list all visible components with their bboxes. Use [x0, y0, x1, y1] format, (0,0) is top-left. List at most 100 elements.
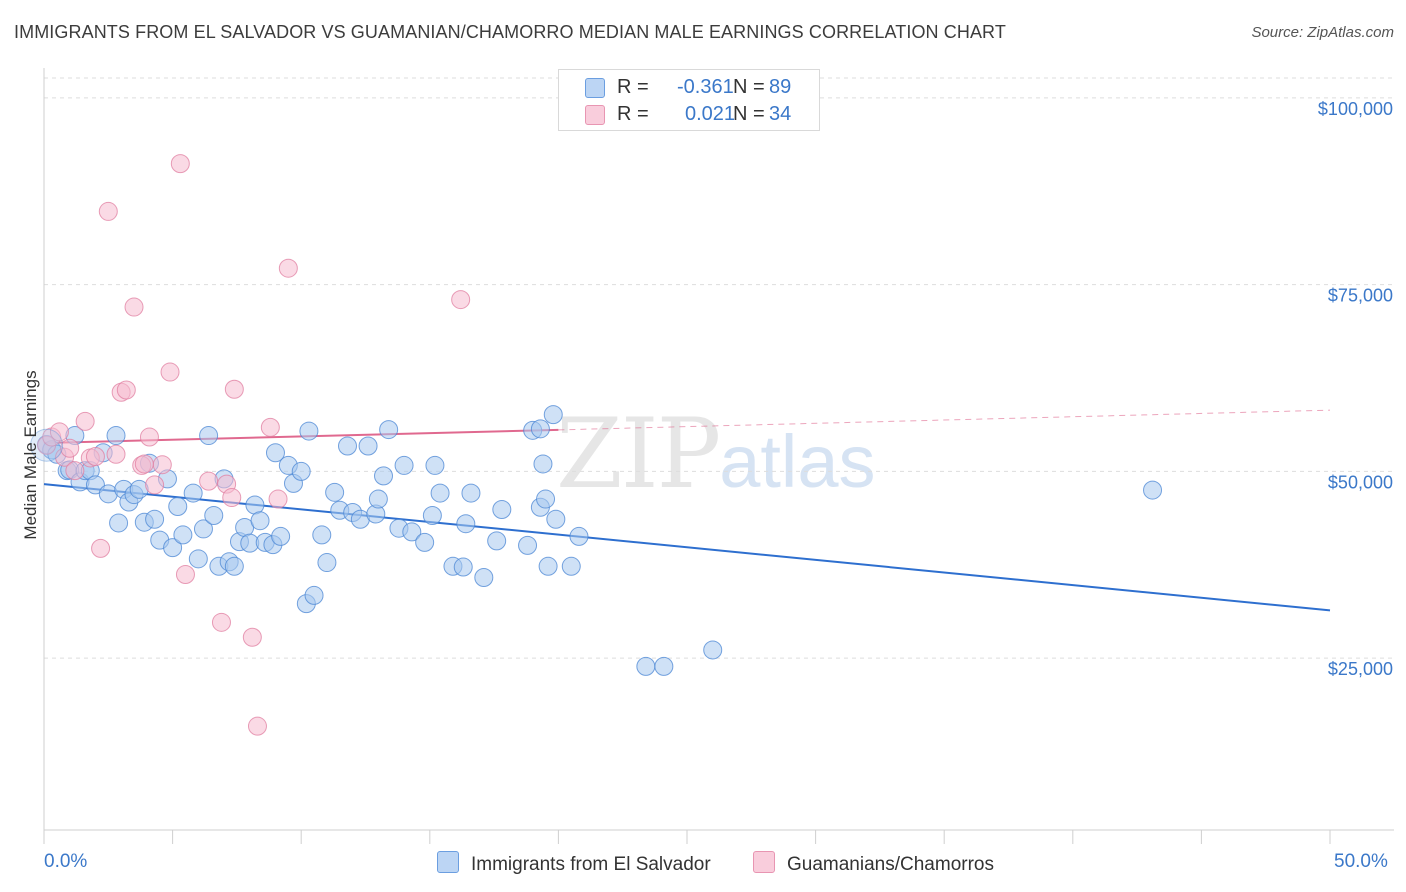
point-guamanian [65, 461, 85, 481]
point-guamanian [260, 417, 280, 437]
grid-layer [44, 77, 1394, 659]
point-guamanian [199, 471, 219, 491]
point-el-salvador [199, 426, 219, 446]
point-el-salvador [518, 535, 538, 555]
legend-r-value: 0.021 [685, 103, 736, 125]
point-el-salvador [1143, 480, 1163, 500]
x-axis-min-label: 0.0% [44, 851, 88, 872]
trend-layer [43, 409, 1331, 612]
legend-swatch-blue [585, 78, 605, 98]
point-el-salvador [317, 553, 337, 573]
point-guamanian [170, 154, 190, 174]
tick-label-layer: $25,000 $50,000 $75,000 $100,000 [1318, 99, 1393, 679]
point-el-salvador [265, 443, 285, 463]
point-el-salvador [299, 421, 319, 441]
point-el-salvador [422, 505, 442, 525]
point-guamanian [211, 612, 231, 632]
point-guamanian [134, 454, 154, 474]
point-guamanian [75, 411, 95, 431]
trendline-guamanian-dashed [558, 409, 1331, 431]
y-tick-label: $75,000 [1328, 286, 1393, 306]
legend-swatch-pink [585, 105, 605, 125]
point-el-salvador [538, 556, 558, 576]
x-axis-max-label: 50.0% [1334, 851, 1388, 872]
point-el-salvador [546, 509, 566, 529]
point-guamanian [116, 380, 136, 400]
point-el-salvador [561, 556, 581, 576]
point-guamanian [224, 379, 244, 399]
point-guamanian [145, 475, 165, 495]
point-el-salvador [145, 509, 165, 529]
legend-n-value: 89 [769, 76, 792, 98]
point-el-salvador [304, 585, 324, 605]
bottom-legend-el-salvador: Immigrants from El Salvador [437, 851, 711, 876]
watermark: ZIPatlas [556, 398, 876, 510]
point-el-salvador [368, 489, 388, 509]
point-guamanian [247, 716, 267, 736]
legend-r-label: R = [617, 103, 649, 125]
point-el-salvador [425, 455, 445, 475]
point-el-salvador [530, 419, 550, 439]
point-guamanian [242, 627, 262, 647]
point-guamanian [451, 290, 471, 310]
point-el-salvador [224, 556, 244, 576]
point-el-salvador [453, 557, 473, 577]
point-guamanian [60, 438, 80, 458]
point-el-salvador [325, 482, 345, 502]
point-el-salvador [654, 656, 674, 676]
point-el-salvador [492, 500, 512, 520]
point-el-salvador [394, 455, 414, 475]
point-el-salvador [569, 526, 589, 546]
point-el-salvador [106, 426, 126, 446]
point-el-salvador [487, 531, 507, 551]
point-el-salvador-cluster [30, 428, 64, 462]
point-el-salvador [461, 483, 481, 503]
source-credit: Source: ZipAtlas.com [1251, 24, 1394, 41]
y-axis-label: Median Male Earnings [21, 370, 40, 540]
legend-n-value: 34 [769, 103, 792, 125]
point-guamanian [98, 201, 118, 221]
point-el-salvador [474, 567, 494, 587]
correlation-legend: R = -0.361 N = 89 R = 0.021 N = 34 [558, 69, 820, 131]
point-guamanian [268, 489, 288, 509]
point-el-salvador [271, 526, 291, 546]
axis-layer [43, 68, 1394, 844]
point-el-salvador [430, 483, 450, 503]
watermark-atlas: atlas [719, 420, 876, 503]
point-guamanian [152, 455, 172, 475]
point-guamanian [106, 444, 126, 464]
watermark-zip: ZIP [556, 398, 721, 510]
bottom-legend-swatch-blue [437, 851, 459, 873]
bottom-legend-label: Immigrants from El Salvador [471, 854, 711, 875]
point-el-salvador [358, 436, 378, 456]
legend-n-label: N = [733, 76, 765, 98]
point-el-salvador [533, 454, 553, 474]
point-el-salvador [379, 420, 399, 440]
legend-r-label: R = [617, 76, 649, 98]
point-guamanian [222, 488, 242, 508]
legend-r-value: -0.361 [677, 76, 734, 98]
point-el-salvador [456, 514, 476, 534]
point-guamanian [49, 422, 69, 442]
point-el-salvador [291, 461, 311, 481]
point-guamanian [139, 427, 159, 447]
point-el-salvador [402, 522, 422, 542]
point-el-salvador [163, 538, 183, 558]
point-guamanian [175, 565, 195, 585]
y-tick-label: $25,000 [1328, 659, 1393, 679]
points-layer [30, 154, 1163, 736]
point-el-salvador [188, 549, 208, 569]
point-guamanian [160, 362, 180, 382]
bottom-legend-label: Guamanians/Chamorros [787, 854, 994, 875]
point-el-salvador [374, 466, 394, 486]
bottom-legend-swatch-pink [753, 851, 775, 873]
bottom-legend-guamanian: Guamanians/Chamorros [753, 851, 994, 876]
legend-n-label: N = [733, 103, 765, 125]
point-el-salvador [109, 513, 129, 533]
point-el-salvador [312, 525, 332, 545]
point-el-salvador [204, 505, 224, 525]
point-el-salvador [536, 489, 556, 509]
point-el-salvador [415, 532, 435, 552]
point-el-salvador [193, 519, 213, 539]
